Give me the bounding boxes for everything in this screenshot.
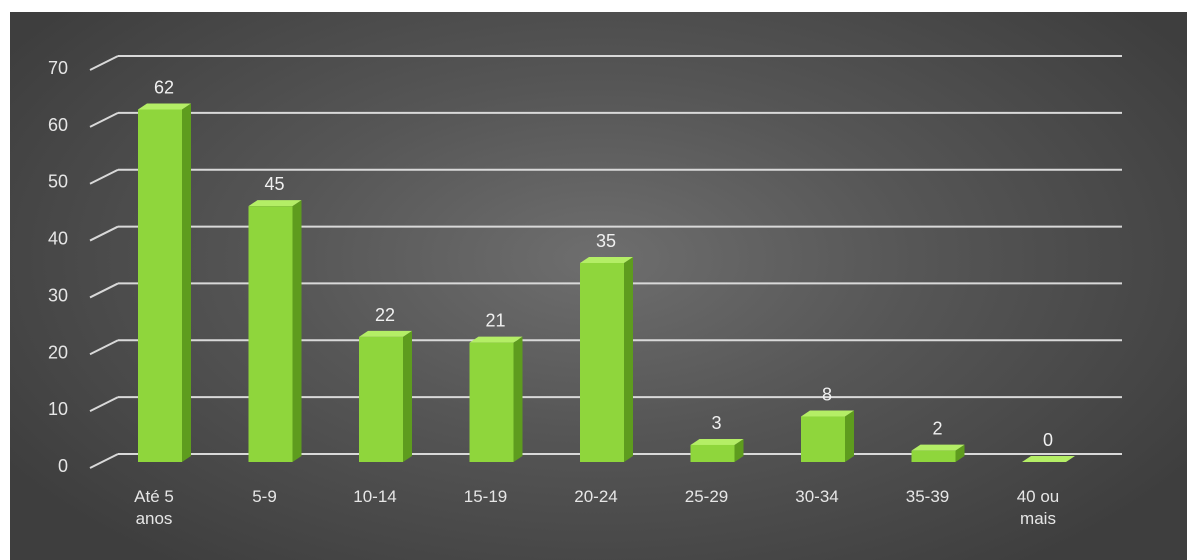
data-label: 35 bbox=[596, 231, 616, 251]
y-tick-label: 60 bbox=[48, 115, 68, 135]
gridline-edge bbox=[89, 282, 119, 299]
bar-side bbox=[403, 330, 412, 462]
y-tick-label: 70 bbox=[48, 58, 68, 78]
bar-top bbox=[690, 438, 744, 445]
x-axis-categories: Até 5 anos 5-9 10-14 15-19 20-24 25-29 30-34 35-… bbox=[134, 487, 1059, 528]
x-category-label: 30-34 bbox=[795, 487, 838, 506]
bar-top bbox=[248, 200, 302, 207]
x-category-label: 5-9 bbox=[252, 487, 277, 506]
bar-front bbox=[911, 450, 956, 462]
y-axis-ticks: 0 10 20 30 40 50 60 70 bbox=[48, 58, 68, 476]
data-label: 0 bbox=[1043, 430, 1053, 450]
y-tick-label: 30 bbox=[48, 285, 68, 305]
x-category-label: 10-14 bbox=[353, 487, 396, 506]
y-tick-label: 10 bbox=[48, 399, 68, 419]
bar-top bbox=[911, 444, 965, 451]
data-label: 2 bbox=[932, 419, 942, 439]
bar-top bbox=[801, 410, 854, 417]
bar bbox=[469, 336, 523, 462]
bar-top bbox=[580, 257, 633, 263]
x-category-label: Até 5 bbox=[134, 487, 174, 506]
bar-front bbox=[359, 336, 403, 462]
bar bbox=[138, 103, 191, 462]
bars bbox=[138, 103, 1075, 462]
data-label: 3 bbox=[711, 413, 721, 433]
gridline-edge bbox=[89, 225, 119, 242]
bar bbox=[690, 438, 744, 462]
bar-front bbox=[580, 263, 624, 462]
bar-side bbox=[955, 444, 965, 462]
data-label: 45 bbox=[264, 174, 284, 194]
bar-side bbox=[182, 103, 191, 462]
y-tick-label: 0 bbox=[58, 456, 68, 476]
y-tick-label: 50 bbox=[48, 172, 68, 192]
bar-side bbox=[624, 257, 633, 462]
gridline-edge bbox=[89, 396, 119, 413]
data-label: 21 bbox=[485, 311, 505, 331]
gridline-edge bbox=[89, 453, 119, 469]
bar bbox=[580, 257, 633, 462]
y-tick-label: 40 bbox=[48, 229, 68, 249]
data-labels: 62 45 22 21 35 3 8 2 0 bbox=[154, 77, 1053, 450]
data-label: 22 bbox=[375, 305, 395, 325]
bar-side bbox=[845, 410, 854, 462]
data-label: 62 bbox=[154, 77, 174, 97]
bar-top bbox=[1022, 456, 1075, 462]
bar-side bbox=[734, 438, 744, 462]
y-tick-label: 20 bbox=[48, 342, 68, 362]
bar-front bbox=[248, 206, 293, 462]
chart-background: 0 10 20 30 40 50 60 70 62 45 22 21 35 3 8 2 0 Até 5 anos… bbox=[10, 12, 1187, 560]
bar-side bbox=[513, 336, 523, 462]
bar-front bbox=[469, 342, 514, 462]
bar bbox=[1022, 456, 1075, 462]
bar-top bbox=[359, 330, 412, 337]
bar bbox=[359, 330, 412, 462]
bar bbox=[248, 200, 302, 462]
gridline-edge bbox=[89, 55, 119, 71]
bar-front bbox=[801, 416, 845, 462]
gridline-edge bbox=[89, 111, 119, 128]
gridline-edge bbox=[89, 168, 119, 185]
x-category-label: 25-29 bbox=[685, 487, 728, 506]
bar bbox=[801, 410, 854, 462]
x-category-label: 40 ou bbox=[1017, 487, 1060, 506]
x-category-label: anos bbox=[136, 509, 173, 528]
bar-front bbox=[138, 109, 182, 462]
x-category-label: mais bbox=[1020, 509, 1056, 528]
bar-front bbox=[690, 444, 735, 462]
bar-side bbox=[292, 200, 302, 462]
x-category-label: 20-24 bbox=[574, 487, 617, 506]
bar-top bbox=[138, 103, 191, 110]
data-label: 8 bbox=[822, 385, 832, 405]
gridline-edge bbox=[89, 339, 119, 356]
x-category-label: 15-19 bbox=[464, 487, 507, 506]
x-category-label: 35-39 bbox=[906, 487, 949, 506]
bar bbox=[911, 444, 965, 462]
bar-top bbox=[469, 336, 523, 343]
